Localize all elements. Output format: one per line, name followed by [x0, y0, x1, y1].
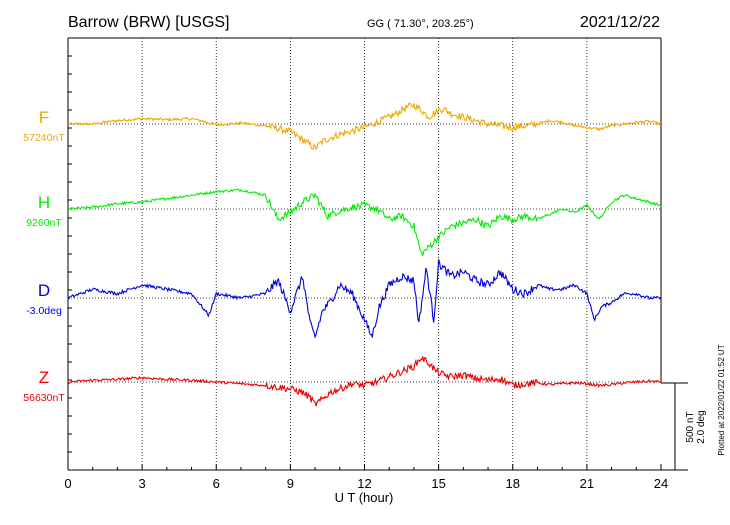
series-line-z [67, 356, 662, 407]
x-tick-label: 6 [213, 476, 220, 491]
series-labels: F 57240nT H 9260nT D -3.0deg Z 56630nT [23, 108, 65, 404]
x-tick-label: 24 [654, 476, 668, 491]
x-tick-label: 21 [580, 476, 594, 491]
series-baseline-z: 56630nT [23, 392, 65, 404]
station-title: Barrow (BRW) [USGS] [68, 14, 230, 31]
grid-lines [68, 38, 661, 470]
x-tick-label: 3 [139, 476, 146, 491]
x-axis-label: U T (hour) [335, 490, 394, 505]
series-baseline-f: 57240nT [23, 132, 65, 144]
series-line-d [67, 259, 662, 339]
series-name-d: D [38, 281, 50, 300]
series-line-h [67, 188, 662, 257]
series-lines [67, 102, 662, 407]
plot-date: 2021/12/22 [580, 14, 660, 31]
series-baseline-h: 9260nT [26, 217, 62, 229]
series-name-z: Z [39, 368, 49, 387]
station-coordinates: GG ( 71.30°, 203.25°) [367, 18, 474, 30]
scale-bar [661, 382, 688, 471]
scale-bar-deg: 2.0 deg [696, 410, 707, 443]
x-axis: 0 3 6 9 12 15 18 21 24 [64, 55, 668, 491]
plotted-at-footnote: Plotted at 2022/01/22 01:52 UT [717, 344, 726, 455]
x-tick-label: 18 [506, 476, 520, 491]
series-line-f [67, 102, 661, 151]
x-tick-label: 0 [64, 476, 71, 491]
series-baseline-d: -3.0deg [26, 305, 62, 317]
series-name-f: F [39, 108, 49, 127]
x-tick-label: 9 [287, 476, 294, 491]
x-tick-label: 12 [357, 476, 371, 491]
scale-bar-nt: 500 nT [685, 411, 696, 442]
x-tick-label: 15 [431, 476, 445, 491]
series-name-h: H [38, 193, 50, 212]
